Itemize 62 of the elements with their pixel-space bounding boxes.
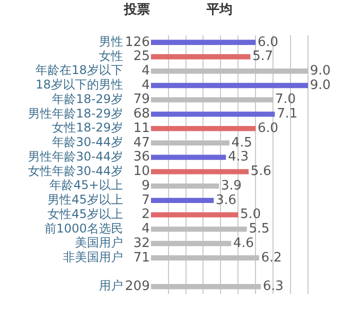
text: 32 <box>133 236 150 251</box>
y-tick-label: 年龄18-29岁 <box>52 92 123 106</box>
bar <box>150 212 238 218</box>
y-tick-label: 非美国用户 <box>62 250 123 264</box>
bar <box>150 40 256 45</box>
data-label: 6.0 <box>258 120 278 136</box>
text: 10 <box>133 164 150 180</box>
data-label: 4.6 <box>233 236 254 251</box>
bar <box>150 112 275 117</box>
y-tick-label: 美国用户 <box>74 236 123 250</box>
y-tick-label: 18岁以下的男性 <box>36 78 123 92</box>
text: 79 <box>133 92 150 108</box>
bar <box>150 82 308 88</box>
y-tick-label: 女性年龄30-44岁 <box>28 164 123 178</box>
text: 4 <box>142 63 150 78</box>
y-tick-label: 女性 <box>98 48 123 63</box>
y-tick-label: 用户 <box>98 278 123 293</box>
text: 7 <box>142 192 150 208</box>
text: 11 <box>133 120 150 136</box>
y-tick-label: 男性 <box>98 34 123 49</box>
text: 4 <box>142 222 150 237</box>
bar <box>150 169 249 174</box>
bar <box>150 154 226 160</box>
data-label: 3.9 <box>220 178 242 194</box>
data-label: 7.0 <box>275 92 296 108</box>
bar <box>150 198 214 204</box>
data-label: 5.6 <box>250 164 272 180</box>
y-tick-label: 男性年龄30-44岁 <box>28 149 123 164</box>
y-tick-label: 前1000名选民 <box>44 221 123 236</box>
text: 126 <box>125 34 150 50</box>
y-tick-label: 年龄30-44岁 <box>52 135 123 150</box>
text: 68 <box>133 106 150 122</box>
text: 4 <box>142 78 150 93</box>
text: 209 <box>125 278 150 294</box>
y-tick-label: 女性45岁以上 <box>48 206 123 221</box>
data-label: 5.5 <box>248 222 270 237</box>
text: 36 <box>133 150 150 165</box>
text: 25 <box>133 49 150 64</box>
data-label: 6.2 <box>261 250 282 266</box>
text: 9 <box>142 178 150 194</box>
data-label: 3.6 <box>216 192 236 208</box>
data-label: 4.5 <box>231 135 252 150</box>
data-label: 6.0 <box>258 34 278 50</box>
text: 投票 <box>122 2 150 18</box>
data-label: 6.3 <box>262 278 284 294</box>
data-label: 7.1 <box>276 106 298 122</box>
bar <box>150 54 250 60</box>
y-tick-label: 男性45岁以上 <box>48 192 123 207</box>
text: 平均 <box>205 2 232 18</box>
y-tick-label: 年龄45+以上 <box>50 178 123 192</box>
bar <box>150 126 256 132</box>
data-label: 5.0 <box>240 207 261 222</box>
y-tick-label: 女性18-29岁 <box>52 120 123 135</box>
data-label: 9.0 <box>310 78 331 93</box>
text: 47 <box>133 135 150 150</box>
text: 71 <box>133 250 150 266</box>
y-tick-label: 年龄在18岁以下 <box>36 63 123 78</box>
data-label: 9.0 <box>310 63 331 78</box>
data-label: 4.3 <box>228 150 249 165</box>
text: 2 <box>142 207 150 222</box>
data-label: 5.7 <box>252 49 274 64</box>
y-tick-label: 男性年龄18-29岁 <box>28 106 123 120</box>
